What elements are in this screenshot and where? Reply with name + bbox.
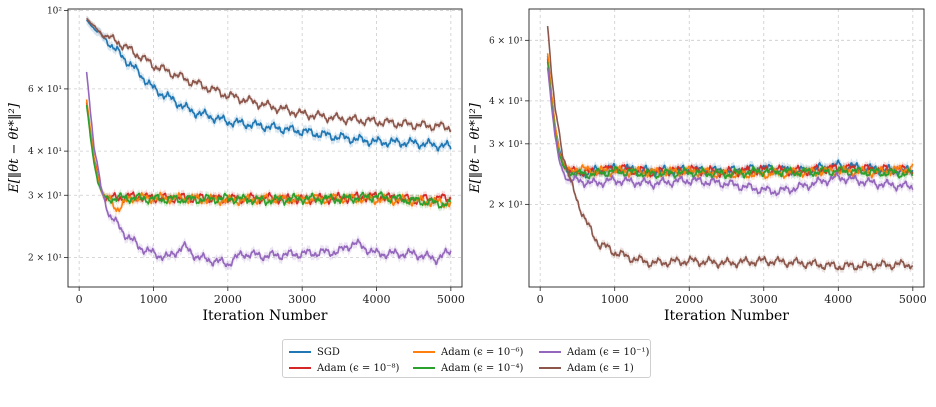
legend-label-adam-1e-1: Adam (ϵ = 10⁻¹) xyxy=(567,346,650,358)
series-line-adam_1 xyxy=(85,17,452,133)
y-tick-label: 4 × 10¹ xyxy=(28,147,62,157)
x-tick-label: 4000 xyxy=(824,293,852,306)
x-tick: 3000 xyxy=(288,287,316,306)
series-line-adam_1e-6 xyxy=(546,53,914,180)
y-tick: 4 × 10¹ xyxy=(28,147,68,157)
legend-item-adam-1e-1: Adam (ϵ = 10⁻¹) xyxy=(539,345,649,359)
legend-label-adam-1: Adam (ϵ = 1) xyxy=(567,362,634,374)
x-axis-label: Iteration Number xyxy=(664,308,789,324)
figure: 0 1000 2000 3000 4000 5000 2 × 10¹ 3 × 10¹ 4 × 1… xyxy=(7,7,927,324)
left-panel: 0 1000 2000 3000 4000 5000 2 × 10¹ 3 × 10¹ 4 × 1… xyxy=(7,7,465,324)
y-axis-label: E[‖θt − θt*‖²] xyxy=(468,102,483,194)
legend-swatch-adam-1 xyxy=(539,367,561,369)
legend-swatch-adam-1e-8 xyxy=(289,367,311,369)
legend-item-sgd: SGD xyxy=(289,345,340,359)
legend-swatch-adam-1e-1 xyxy=(539,351,561,353)
x-tick: 0 xyxy=(537,287,544,306)
x-tick-label: 2000 xyxy=(214,293,242,306)
series-band-adam_1 xyxy=(547,22,913,274)
x-tick: 1000 xyxy=(139,287,167,306)
x-tick: 5000 xyxy=(899,287,927,306)
y-tick-label: 3 × 10¹ xyxy=(28,191,62,201)
x-tick: 4000 xyxy=(363,287,391,306)
x-tick-label: 4000 xyxy=(363,293,391,306)
series-line-adam_1e-4 xyxy=(546,61,914,180)
plot-area xyxy=(85,15,452,272)
y-tick: 3 × 10¹ xyxy=(489,140,529,150)
y-tick: 10² xyxy=(47,7,68,17)
legend-item-adam-1e-6: Adam (ϵ = 10⁻⁶) xyxy=(413,345,523,359)
axes-frame xyxy=(67,8,463,288)
x-tick-label: 1000 xyxy=(139,293,167,306)
x-tick: 2000 xyxy=(214,287,242,306)
axes-frame xyxy=(528,8,925,288)
series-band-adam_1e-1 xyxy=(547,63,913,200)
legend-item-adam-1: Adam (ϵ = 1) xyxy=(539,361,634,375)
series-band-sgd xyxy=(547,51,913,183)
legend-item-adam-1e-8: Adam (ϵ = 10⁻⁸) xyxy=(289,361,399,375)
y-tick: 3 × 10¹ xyxy=(28,191,68,201)
series-line-adam_1e-8 xyxy=(546,58,914,179)
legend-label-adam-1e-8: Adam (ϵ = 10⁻⁸) xyxy=(317,362,400,374)
x-tick: 3000 xyxy=(750,287,778,306)
y-tick-label: 6 × 10¹ xyxy=(28,85,62,95)
y-tick: 2 × 10¹ xyxy=(28,253,68,263)
x-axis-label: Iteration Number xyxy=(203,308,328,324)
x-tick-label: 3000 xyxy=(750,293,778,306)
x-tick-label: 1000 xyxy=(601,293,629,306)
legend-label-adam-1e-4: Adam (ϵ = 10⁻⁴) xyxy=(441,362,524,374)
series-line-adam_1 xyxy=(546,26,914,271)
y-tick-label: 2 × 10¹ xyxy=(28,253,62,263)
y-tick-label: 4 × 10¹ xyxy=(489,97,523,107)
y-tick-label: 3 × 10¹ xyxy=(489,140,523,150)
x-tick: 2000 xyxy=(675,287,703,306)
y-tick-label: 2 × 10¹ xyxy=(489,200,523,210)
legend-label-adam-1e-6: Adam (ϵ = 10⁻⁶) xyxy=(441,346,524,358)
legend-item-adam-1e-4: Adam (ϵ = 10⁻⁴) xyxy=(413,361,523,375)
series-band-sgd xyxy=(86,15,451,156)
y-tick: 4 × 10¹ xyxy=(489,97,529,107)
y-tick: 6 × 10¹ xyxy=(28,85,68,95)
legend-swatch-adam-1e-4 xyxy=(413,367,435,369)
x-tick-label: 5000 xyxy=(899,293,927,306)
x-tick-label: 2000 xyxy=(675,293,703,306)
series-line-adam_1e-1 xyxy=(546,67,914,197)
x-tick-label: 0 xyxy=(76,293,83,306)
legend-swatch-sgd xyxy=(289,351,311,353)
series-line-adam_1e-1 xyxy=(85,71,452,268)
y-tick-label: 6 × 10¹ xyxy=(489,36,523,46)
series-line-sgd xyxy=(85,19,452,152)
right-panel: 0 1000 2000 3000 4000 5000 2 × 10¹ 3 × 10¹ 4 × 1… xyxy=(468,8,927,324)
x-tick: 5000 xyxy=(437,287,465,306)
series-line-adam_1e-4 xyxy=(85,105,452,209)
x-tick: 4000 xyxy=(824,287,852,306)
legend: SGD Adam (ϵ = 10⁻⁸) Adam (ϵ = 10⁻⁶) Adam… xyxy=(282,339,651,378)
legend-label-sgd: SGD xyxy=(317,346,340,358)
series-band-adam_1e-1 xyxy=(86,67,451,272)
series-line-adam_1e-8 xyxy=(85,102,452,206)
y-tick: 2 × 10¹ xyxy=(489,200,529,210)
x-tick: 1000 xyxy=(601,287,629,306)
x-tick-label: 5000 xyxy=(437,293,465,306)
y-axis-label: E[‖θt − θt*‖²] xyxy=(7,102,22,194)
x-tick: 0 xyxy=(76,287,83,306)
x-tick-label: 3000 xyxy=(288,293,316,306)
legend-swatch-adam-1e-6 xyxy=(413,351,435,353)
plot-area xyxy=(546,22,914,274)
y-tick-label: 10² xyxy=(47,7,62,17)
series-line-sgd xyxy=(546,55,914,179)
grid xyxy=(529,9,924,287)
x-tick-label: 0 xyxy=(537,293,544,306)
y-tick: 6 × 10¹ xyxy=(489,36,529,46)
